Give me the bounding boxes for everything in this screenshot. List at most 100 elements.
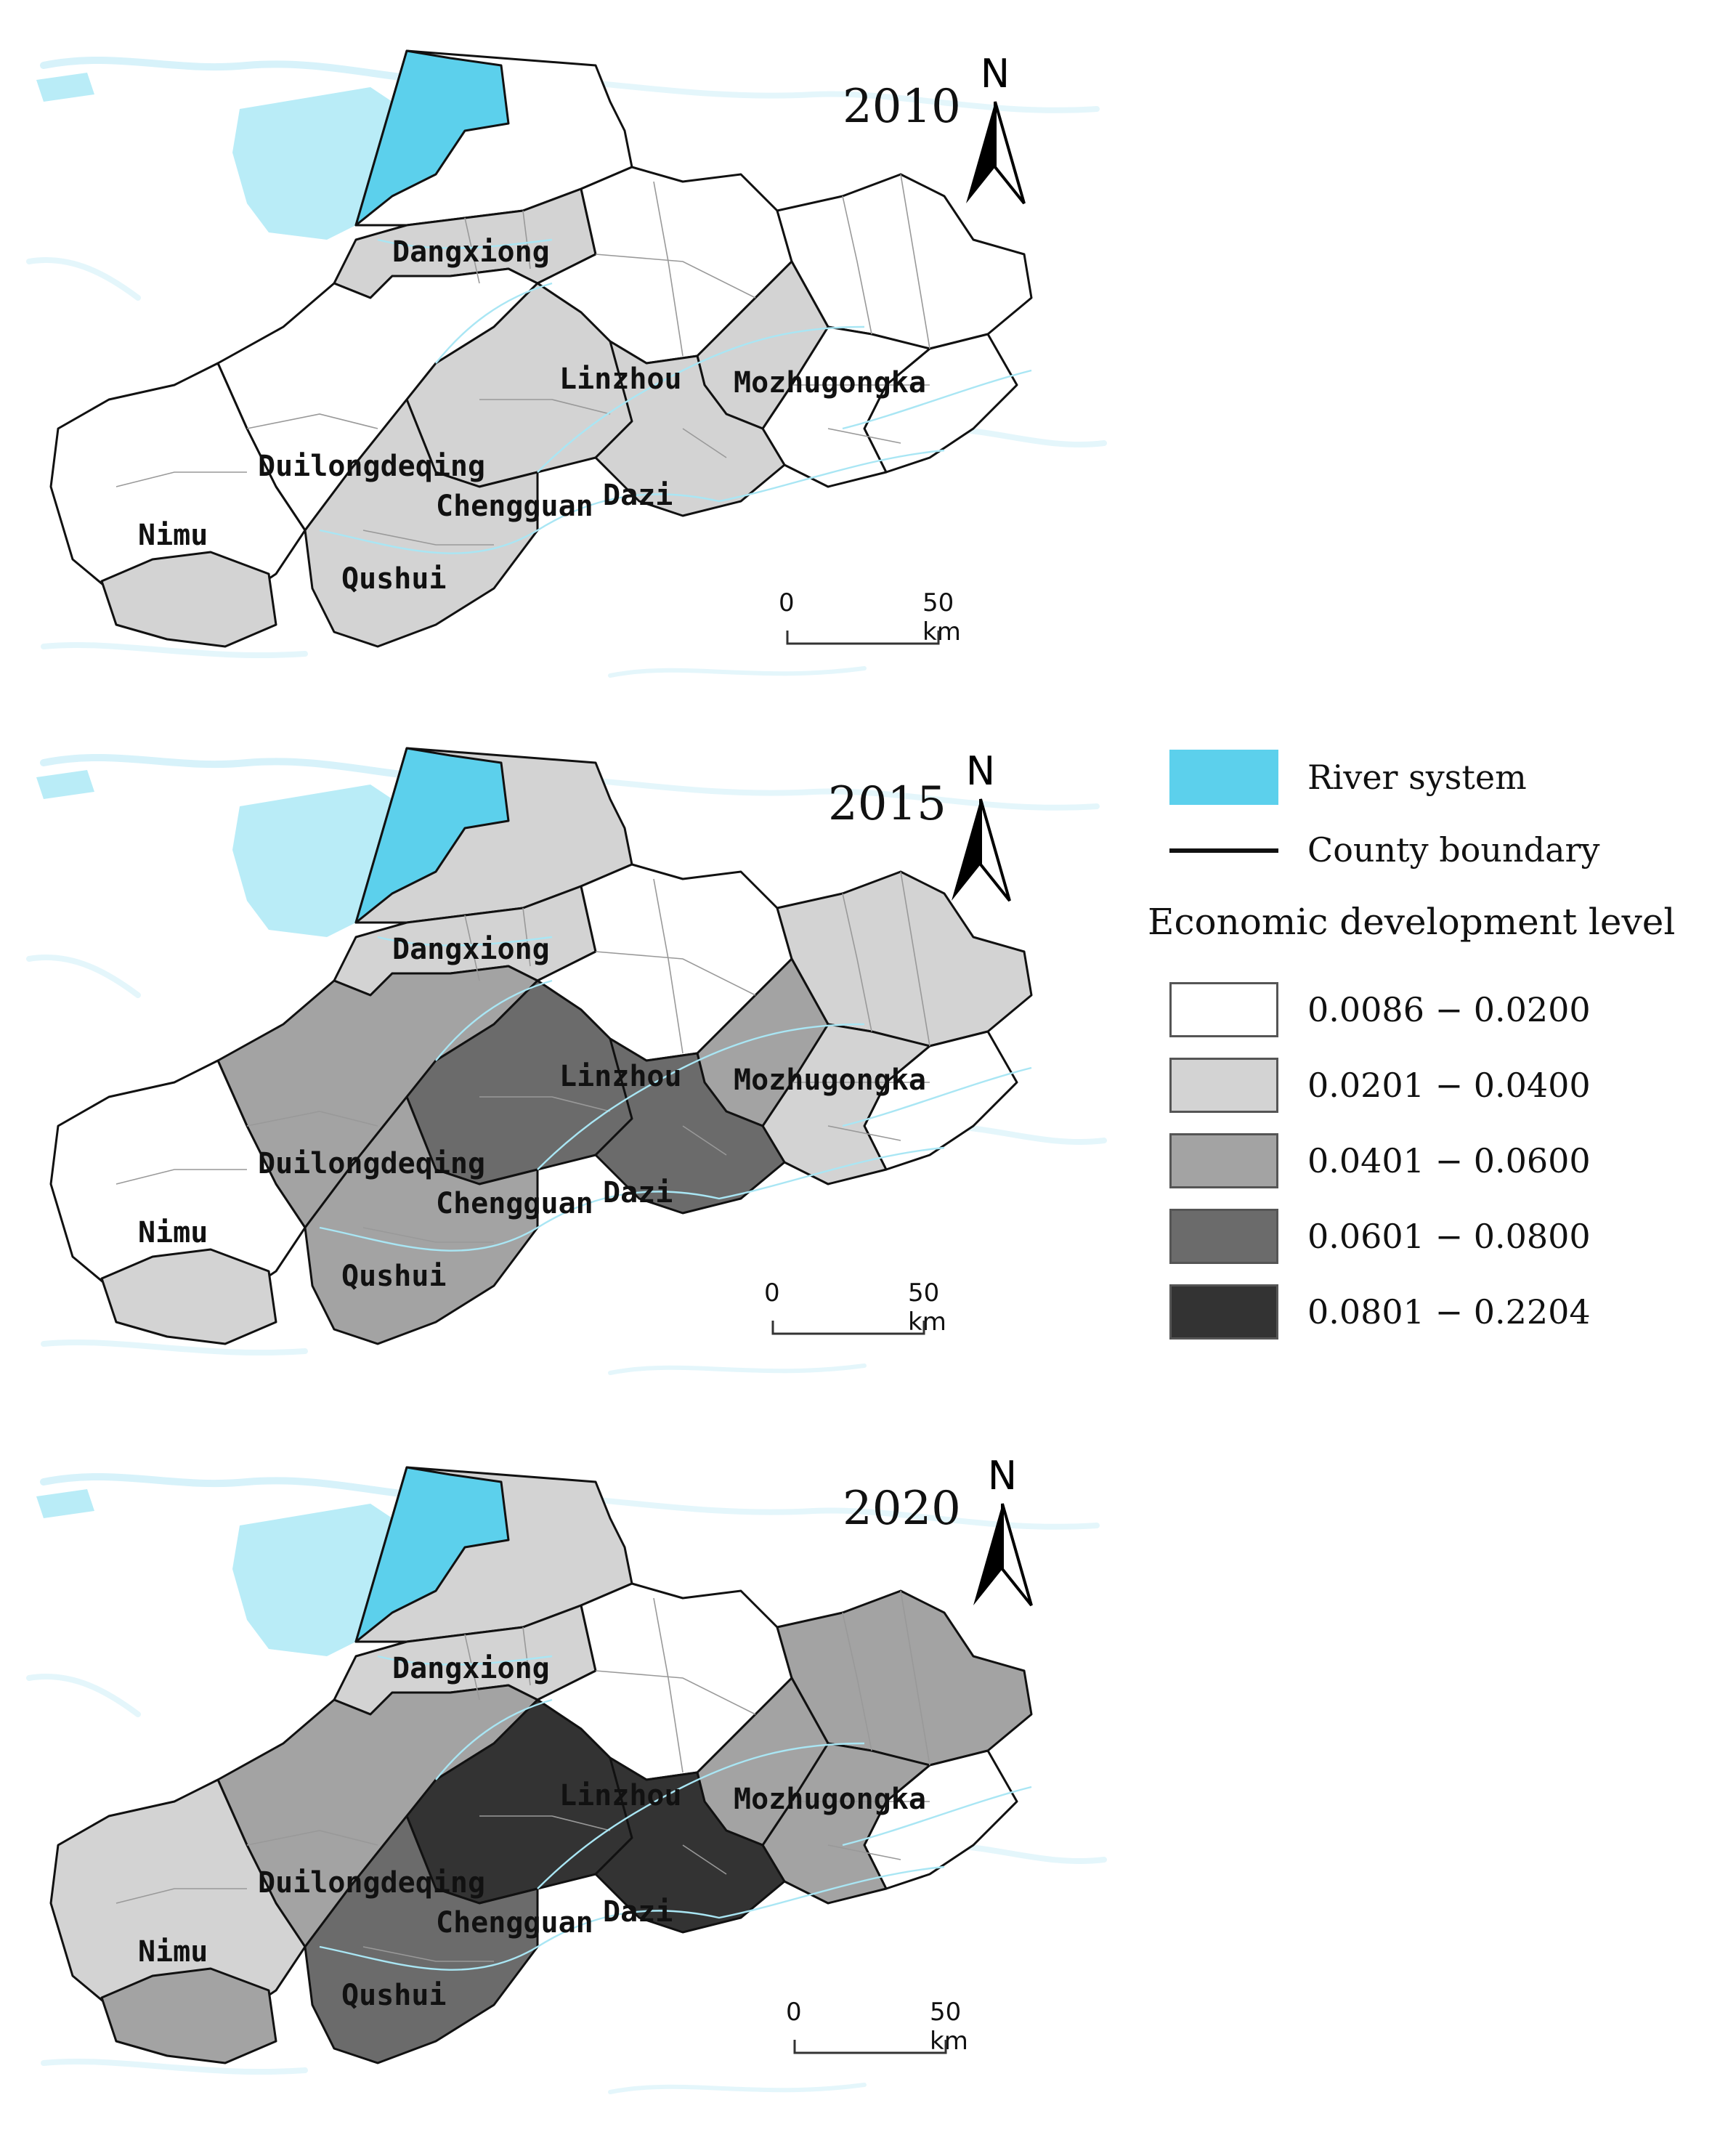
legend-class-4: 0.0601 − 0.0800 — [1169, 1207, 1591, 1265]
place-labels: Dangxiong Linzhou Mozhugongka Duilongdeq… — [138, 235, 926, 596]
legend-class-label: 0.0086 − 0.0200 — [1307, 990, 1591, 1029]
township-boundaries — [115, 871, 930, 1243]
label-mozhugongka: Mozhugongka — [734, 1063, 926, 1097]
legend-class-2: 0.0201 − 0.0400 — [1169, 1056, 1591, 1114]
scale-bar-2020: 0 50 km — [777, 1998, 968, 2063]
scale-end: 50 km — [908, 1278, 946, 1337]
scale-end: 50 km — [930, 1998, 968, 2056]
region-nimu — [49, 1778, 307, 2028]
label-duilongdeqing: Duilongdeqing — [258, 1866, 485, 1900]
legend-class-label: 0.0201 − 0.0400 — [1307, 1066, 1591, 1105]
label-dazi: Dazi — [603, 1895, 673, 1929]
legend-class-5: 0.0801 − 0.2204 — [1169, 1283, 1591, 1341]
label-dazi: Dazi — [603, 1176, 673, 1209]
legend-class-1: 0.0086 − 0.0200 — [1169, 981, 1591, 1039]
namtso-lake-west — [232, 785, 392, 937]
label-qushui: Qushui — [341, 562, 447, 596]
legend-boundary: County boundary — [1169, 821, 1599, 879]
legend-class-label: 0.0601 − 0.0800 — [1307, 1217, 1591, 1256]
label-dangxiong: Dangxiong — [392, 235, 550, 269]
legend-class-label: 0.0401 − 0.0600 — [1307, 1141, 1591, 1180]
label-dangxiong: Dangxiong — [392, 1652, 550, 1685]
legend-class-swatch — [1169, 1058, 1278, 1113]
lake-small-nw — [36, 770, 94, 799]
label-chengguan: Chengguan — [436, 490, 593, 523]
legend-class-swatch — [1169, 1133, 1278, 1188]
choropleth-map: Dangxiong Linzhou Mozhugongka Duilongdeq… — [26, 747, 1107, 1375]
namtso-lake — [354, 1466, 510, 1643]
year-label-2020: 2020 — [843, 1482, 961, 1536]
legend-river-label: River system — [1307, 758, 1527, 797]
namtso-lake-west — [232, 87, 392, 240]
region-nimu-south — [100, 1967, 277, 2064]
region-dazi — [594, 340, 786, 517]
label-linzhou: Linzhou — [559, 1060, 682, 1093]
label-nimu: Nimu — [138, 1216, 208, 1249]
label-chengguan: Chengguan — [436, 1187, 593, 1220]
label-dazi: Dazi — [603, 479, 673, 512]
north-arrow-icon — [952, 798, 1011, 902]
north-arrow-2020: N — [952, 1453, 1053, 1613]
label-nimu: Nimu — [138, 519, 208, 552]
label-qushui: Qushui — [341, 1260, 447, 1293]
label-dangxiong: Dangxiong — [392, 933, 550, 966]
label-mozhugongka: Mozhugongka — [734, 366, 926, 400]
map-panel-2015: Dangxiong Linzhou Mozhugongka Duilongdeq… — [26, 719, 1119, 1387]
year-label-2010: 2010 — [843, 80, 961, 134]
label-qushui: Qushui — [341, 1979, 447, 2012]
scale-start: 0 — [764, 1278, 780, 1308]
north-arrow-icon — [973, 1503, 1033, 1607]
north-letter: N — [987, 1453, 1018, 1499]
north-arrow-icon — [966, 101, 1026, 205]
region-nimu — [49, 362, 307, 612]
legend-boundary-label: County boundary — [1307, 830, 1600, 870]
label-nimu: Nimu — [138, 1935, 208, 1969]
region-nimu — [49, 1059, 307, 1309]
counties — [49, 1466, 1033, 2064]
rivers — [319, 936, 1032, 1252]
label-linzhou: Linzhou — [559, 362, 682, 396]
scale-bar-line — [793, 2040, 947, 2054]
label-chengguan: Chengguan — [436, 1906, 593, 1940]
place-labels: Dangxiong Linzhou Mozhugongka Duilongdeq… — [138, 933, 926, 1293]
map-panel-2020: Dangxiong Linzhou Mozhugongka Duilongdeq… — [26, 1438, 1119, 2107]
scale-start: 0 — [779, 588, 795, 617]
region-nimu-south — [100, 1248, 277, 1345]
lake-small-nw — [36, 73, 94, 102]
label-duilongdeqing: Duilongdeqing — [258, 1147, 485, 1180]
river-swatch — [1169, 750, 1278, 805]
scale-bar-line — [771, 1321, 925, 1335]
boundary-swatch — [1169, 822, 1278, 878]
choropleth-map: Dangxiong Linzhou Mozhugongka Duilongdeq… — [26, 1466, 1107, 2094]
label-mozhugongka: Mozhugongka — [734, 1783, 926, 1816]
north-arrow-2015: N — [930, 748, 1031, 908]
legend-class-3: 0.0401 − 0.0600 — [1169, 1132, 1591, 1190]
label-linzhou: Linzhou — [559, 1779, 682, 1812]
place-labels: Dangxiong Linzhou Mozhugongka Duilongdeq… — [138, 1652, 926, 2012]
scale-bar-2010: 0 50 km — [770, 588, 961, 654]
legend: River system County boundary Economic de… — [1148, 748, 1721, 1373]
namtso-lake-west — [232, 1504, 392, 1656]
township-boundaries — [115, 1590, 930, 1962]
map-panel-2010: Dangxiong Linzhou Mozhugongka Duilongdeq… — [26, 22, 1119, 690]
rivers — [319, 238, 1032, 554]
region-dazi — [594, 1037, 786, 1215]
namtso-lake — [354, 49, 510, 227]
year-label-2015: 2015 — [828, 777, 946, 831]
namtso-lake — [354, 747, 510, 924]
region-nimu-south — [100, 551, 277, 648]
lake-small-nw — [36, 1489, 94, 1518]
counties — [49, 747, 1033, 1345]
region-dazi — [594, 1756, 786, 1934]
scale-bar-line — [786, 631, 940, 645]
legend-title: Economic development level — [1148, 901, 1676, 943]
legend-river: River system — [1169, 748, 1527, 806]
north-letter: N — [965, 748, 996, 794]
label-duilongdeqing: Duilongdeqing — [258, 450, 485, 483]
legend-class-swatch — [1169, 1209, 1278, 1264]
legend-class-label: 0.0801 − 0.2204 — [1307, 1292, 1591, 1332]
legend-class-swatch — [1169, 1284, 1278, 1340]
scale-start: 0 — [786, 1998, 802, 2027]
counties — [49, 49, 1033, 648]
choropleth-map: Dangxiong Linzhou Mozhugongka Duilongdeq… — [26, 49, 1107, 678]
